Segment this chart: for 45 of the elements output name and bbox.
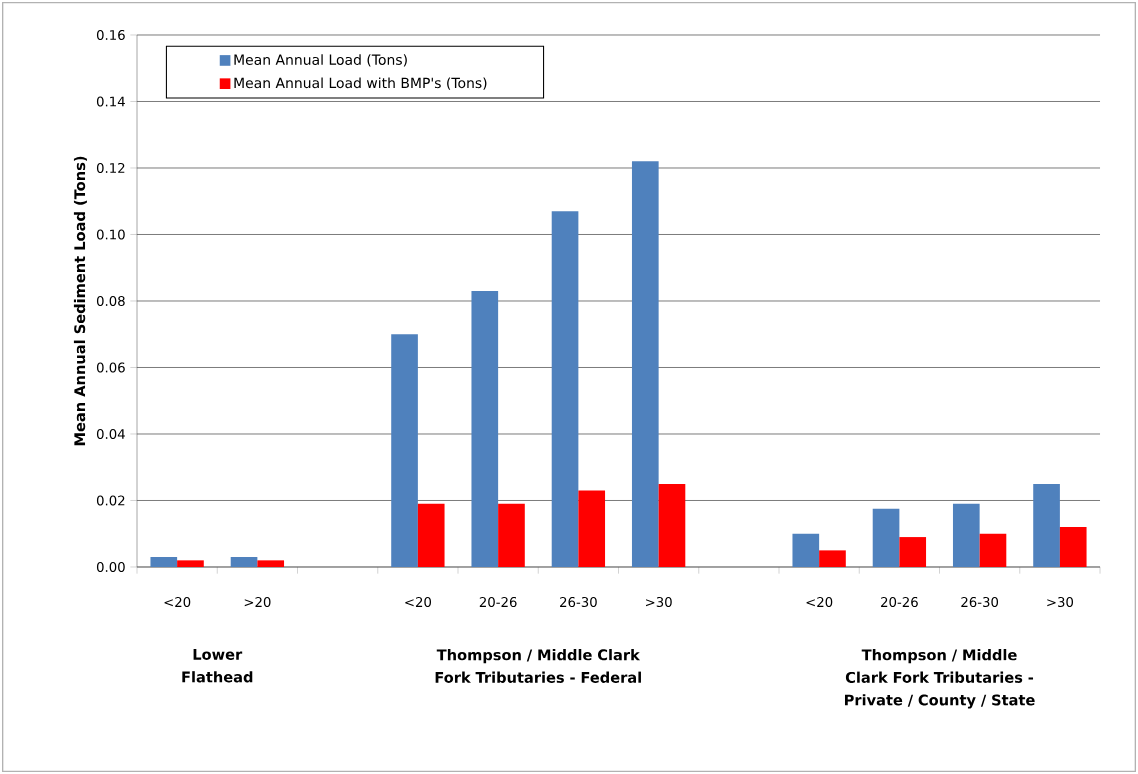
x-tick-label: >30 bbox=[646, 597, 672, 608]
x-tick-label: 26-30 bbox=[560, 597, 597, 608]
x-tick-label: >20 bbox=[244, 597, 271, 608]
y-tick-label: 0.12 bbox=[96, 162, 125, 174]
x-tick-label: <20 bbox=[164, 597, 191, 608]
bar bbox=[498, 503, 525, 567]
y-tick-label: 0.04 bbox=[96, 428, 125, 440]
text: Thompson / Middle Clark Fork Tributaries - Federal bbox=[435, 649, 641, 683]
bar bbox=[952, 503, 980, 567]
bar bbox=[1059, 527, 1087, 567]
x-tick-label: 20-26 bbox=[479, 597, 517, 608]
bar bbox=[872, 508, 900, 567]
text: Lower Flathead bbox=[182, 649, 253, 683]
bar bbox=[391, 334, 418, 567]
x-tick-label: >30 bbox=[1047, 597, 1074, 608]
bar bbox=[792, 533, 820, 567]
y-tick-label: 0.14 bbox=[96, 96, 125, 107]
bar bbox=[150, 557, 178, 567]
bar bbox=[177, 560, 204, 567]
bar bbox=[257, 560, 285, 567]
y-tick-label: 0.16 bbox=[96, 29, 125, 41]
y-tick-label: 0.08 bbox=[96, 295, 125, 307]
bar bbox=[899, 537, 927, 567]
bar bbox=[417, 503, 445, 567]
y-tick-label: 0.10 bbox=[96, 229, 125, 240]
bar bbox=[471, 291, 499, 567]
y-axis-title: Mean Annual Sediment Load (Tons) bbox=[73, 156, 87, 446]
bar bbox=[631, 161, 659, 567]
x-tick-label: 26-30 bbox=[961, 597, 999, 608]
x-tick-label: 20-26 bbox=[881, 597, 918, 608]
bar bbox=[578, 490, 606, 567]
y-tick-label: 0.02 bbox=[96, 495, 125, 506]
legend-label: Mean Annual Load with BMP's (Tons) bbox=[234, 77, 487, 90]
bar bbox=[979, 533, 1007, 567]
y-tick-label: 0.00 bbox=[96, 561, 125, 573]
bar bbox=[819, 550, 846, 567]
text: Thompson / Middle Clark Fork Tributaries - Private / County / State bbox=[844, 649, 1035, 709]
bar bbox=[551, 211, 579, 567]
x-tick-label: <20 bbox=[806, 597, 833, 608]
bar bbox=[658, 483, 686, 567]
x-tick-label: <20 bbox=[405, 597, 432, 608]
bar bbox=[230, 557, 258, 567]
bar bbox=[1033, 483, 1060, 567]
y-tick-label: 0.06 bbox=[96, 362, 125, 373]
legend-label: Mean Annual Load (Tons) bbox=[234, 54, 407, 67]
